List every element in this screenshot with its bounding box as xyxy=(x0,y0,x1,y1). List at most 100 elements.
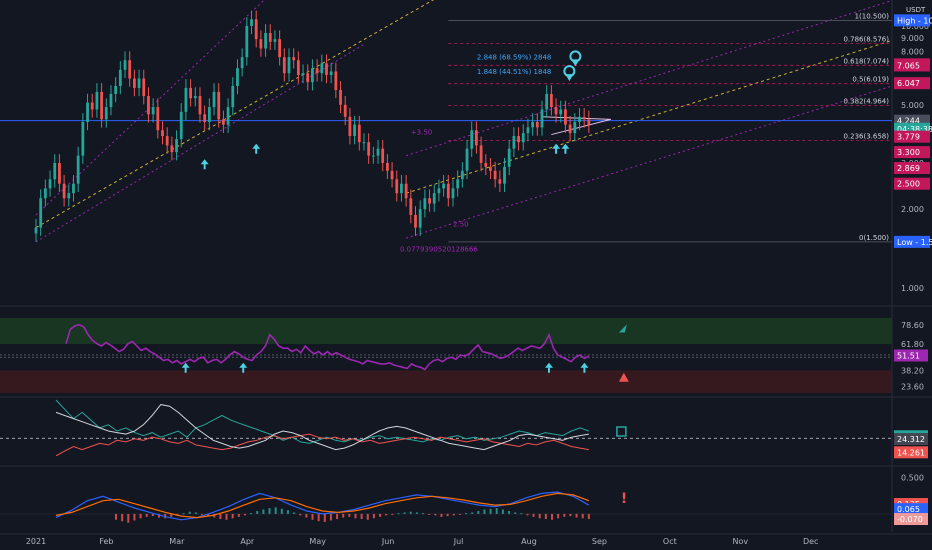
target-label: 2.848 (68.59%) 2848 xyxy=(477,53,551,61)
x-tick-label: Jun xyxy=(381,537,395,546)
target-label: 1.848 (44.51%) 1848 xyxy=(477,68,551,76)
macd-histogram-bar xyxy=(483,509,486,514)
candle-body xyxy=(545,93,549,110)
macd-histogram-bar xyxy=(237,513,240,517)
candle-body xyxy=(254,19,258,40)
candle-body xyxy=(53,162,57,180)
map-pin-tip-icon xyxy=(565,74,574,82)
x-tick-label: Nov xyxy=(732,537,748,546)
candle-body xyxy=(414,214,417,228)
macd-histogram-bar xyxy=(415,512,418,514)
candle-body xyxy=(34,227,38,234)
macd-histogram-bar xyxy=(200,513,203,515)
candle-body xyxy=(531,121,535,128)
macd-histogram-bar xyxy=(293,512,296,514)
candle-body xyxy=(456,179,460,189)
candle-body xyxy=(231,85,235,108)
candle-body xyxy=(526,127,530,134)
candle-body xyxy=(395,179,399,194)
macd-histogram-bar xyxy=(526,513,529,516)
macd-signal-line xyxy=(55,492,590,519)
macd-histogram-bar xyxy=(121,513,124,522)
candle-body xyxy=(540,109,544,128)
candle-body xyxy=(437,188,441,194)
candle-body xyxy=(193,96,197,99)
rsi-value-tag-bg xyxy=(894,349,928,362)
candle-body xyxy=(81,121,85,156)
macd-value-tag-bg xyxy=(894,503,928,516)
dmi-value-tag-bg xyxy=(894,433,928,446)
macd-histogram-bar xyxy=(311,513,314,520)
candle-body xyxy=(503,166,506,184)
macd-histogram-bar xyxy=(250,513,253,515)
macd-histogram-bar xyxy=(127,513,130,523)
rsi-tick-label: 23.60 xyxy=(901,383,924,392)
price-tick-label: 8.000 xyxy=(901,47,924,56)
rsi-line xyxy=(65,323,590,371)
rsi-up-arrow-icon xyxy=(580,362,589,373)
macd-histogram-bar xyxy=(299,513,302,516)
candle-body xyxy=(86,102,89,122)
candle-body xyxy=(381,148,385,163)
candle-body xyxy=(128,60,132,79)
price-tag: 3.779 xyxy=(897,133,920,142)
candle-body xyxy=(203,114,207,122)
price-tick-label: 9.000 xyxy=(901,34,924,43)
macd-histogram-bar xyxy=(489,508,492,514)
candle-body xyxy=(184,87,188,112)
macd-histogram-bar xyxy=(379,513,382,517)
high-tag: High - 10.500 xyxy=(897,16,932,25)
macd-histogram-bar xyxy=(342,513,345,518)
macd-histogram-bar xyxy=(532,513,535,517)
macd-histogram-bar xyxy=(501,509,504,514)
rsi-tick-label: 38.20 xyxy=(901,366,924,375)
candle-body xyxy=(123,60,127,70)
candle-body xyxy=(521,133,525,143)
map-pin-tip-icon xyxy=(571,59,580,67)
candle-body xyxy=(568,124,572,134)
candle-body xyxy=(404,183,408,199)
macd-histogram-bar xyxy=(115,513,117,520)
macd-histogram-bar xyxy=(219,513,222,520)
candle-body xyxy=(39,198,43,228)
price-tag: 2.500 xyxy=(897,180,920,189)
candle-body xyxy=(118,69,122,86)
macd-histogram-bar xyxy=(354,513,357,519)
price-tag-bg xyxy=(894,177,930,190)
macd-histogram-bar xyxy=(452,513,455,516)
x-tick-label: May xyxy=(309,537,326,546)
candle-body xyxy=(371,155,375,157)
candle-body xyxy=(161,130,164,137)
channel-lower-1 xyxy=(35,43,365,243)
macd-histogram-bar xyxy=(170,513,173,517)
macd-histogram-bar xyxy=(274,507,277,514)
macd-histogram-bar xyxy=(428,513,431,515)
candle-body xyxy=(142,78,146,97)
macd-value-tag: 0.065 xyxy=(897,505,920,514)
macd-histogram-bar xyxy=(231,513,234,519)
low-tag: Low - 1.500 xyxy=(897,238,932,247)
price-tag-bg xyxy=(894,146,930,159)
macd-histogram-bar xyxy=(139,513,142,519)
price-tag: 3.300 xyxy=(897,148,920,157)
candle-body xyxy=(95,91,99,110)
channel-mid-1 xyxy=(35,0,435,229)
channel-mid-2 xyxy=(405,39,893,194)
macd-histogram-bar xyxy=(360,513,363,520)
candle-body xyxy=(517,136,520,143)
candle-body xyxy=(189,87,193,99)
macd-histogram-bar xyxy=(575,513,578,518)
candle-body xyxy=(250,19,253,26)
macd-histogram-bar xyxy=(471,512,474,514)
fib-level-label: 0.5(6.019) xyxy=(852,76,889,84)
candle-body xyxy=(418,209,422,228)
candle-body xyxy=(104,107,108,120)
price-tag-bg xyxy=(894,77,930,90)
candle-body xyxy=(226,107,230,125)
candle-body xyxy=(62,183,66,199)
candle-body xyxy=(292,57,296,61)
candle-body xyxy=(301,73,305,75)
macd-histogram-bar xyxy=(317,513,320,522)
x-tick-label: Jul xyxy=(453,537,464,546)
